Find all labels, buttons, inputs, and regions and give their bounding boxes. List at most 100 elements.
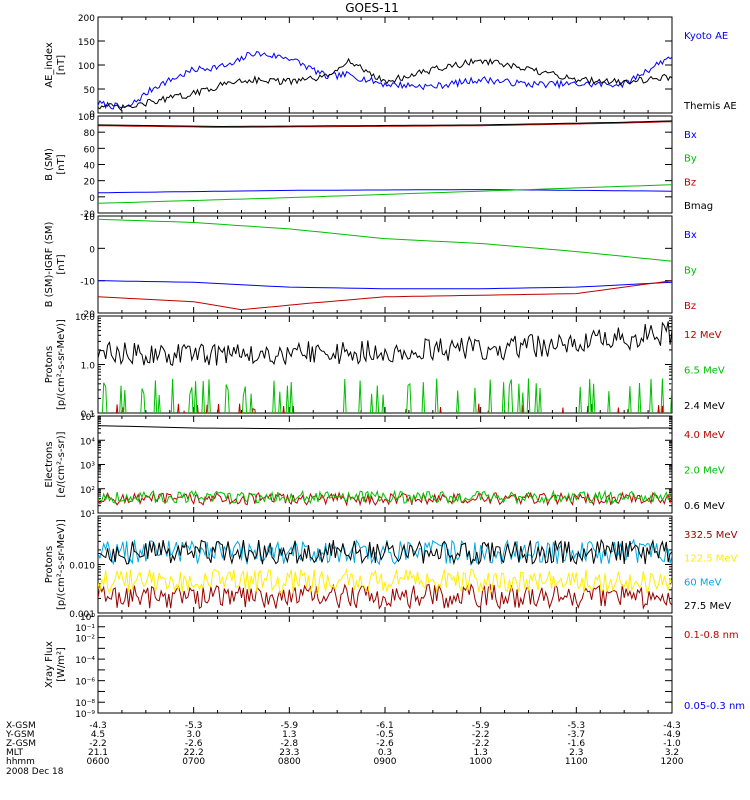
series-group (98, 120, 672, 204)
legend-bsm-1: By (684, 154, 697, 165)
y-axis-title: Xray Flux (44, 641, 55, 688)
y-tick-label: 0 (89, 194, 95, 204)
x-tick-value: 1000 (469, 757, 492, 767)
x-tick-value: -4.9 (663, 730, 681, 740)
y-axis-title: [p/(cm²-s-sr-MeV)] (56, 319, 67, 410)
panel-frame (97, 115, 673, 214)
x-tick-value: 0800 (278, 757, 301, 767)
y-tick-label: 10² (80, 486, 95, 496)
series-line-ae-1 (98, 57, 672, 112)
legend-electrons-1: 2.0 MeV (684, 466, 725, 477)
x-tick-value: -2.2 (472, 730, 490, 740)
x-tick-value: 3.2 (665, 748, 679, 758)
x-tick-value: -2.6 (185, 739, 203, 749)
x-tick-value: 0.3 (378, 748, 392, 758)
panel-frame (97, 615, 673, 714)
legend-xray-0: 0.1-0.8 nm (684, 630, 739, 641)
date-label: 2008 Dec 18 (6, 767, 64, 777)
series-group (98, 538, 672, 610)
x-tick-value: 2.3 (569, 748, 583, 758)
legend-ae-1: Themis AE (683, 101, 737, 112)
series-line-bsm-1 (98, 184, 672, 204)
y-tick-label: -10 (80, 278, 95, 288)
y-tick-label: 150 (78, 38, 95, 48)
y-tick-label: 10⁴ (80, 437, 95, 447)
series-group (98, 50, 672, 112)
legend-xray-1: 0.05-0.3 nm (684, 701, 745, 712)
legend-bdiff-0: Bx (684, 230, 697, 241)
legend-protons2-3: 27.5 MeV (684, 601, 731, 612)
series-line-electrons-2 (98, 425, 672, 430)
series-line-electrons-0 (98, 491, 672, 507)
x-tick-value: 21.1 (88, 748, 108, 758)
y-axis-title: B (SM) (44, 148, 55, 181)
y-axis-title: [nT] (56, 154, 67, 174)
y-tick-label: 10⁻¹ (75, 624, 95, 634)
legend-electrons-2: 0.6 MeV (684, 501, 725, 512)
y-axis-title: AE_index (44, 42, 55, 88)
y-axis-title: [p/(cm²-s-sr-MeV)] (56, 519, 67, 610)
y-tick-label: 0.010 (69, 562, 95, 572)
panel-frame (97, 215, 673, 314)
series-line-electrons-1 (98, 489, 672, 505)
x-row-label: hhmm (6, 757, 35, 767)
y-tick-label: 10.0 (75, 313, 95, 323)
x-tick-value: -6.1 (376, 721, 394, 731)
y-tick-label: 10⁻⁶ (75, 678, 95, 688)
y-tick-label: 60 (84, 145, 96, 155)
legend-bsm-3: Bmag (684, 201, 713, 212)
y-tick-label: 0 (89, 110, 95, 120)
x-tick-value: 1100 (565, 757, 588, 767)
series-line-protons2-2 (98, 538, 672, 566)
series-line-bsm-0 (98, 189, 672, 194)
x-tick-value: -5.3 (185, 721, 203, 731)
y-tick-label: 200 (78, 14, 95, 24)
x-tick-value: 4.5 (91, 730, 105, 740)
y-axis-title: Electrons (44, 441, 55, 487)
series-line-protons2-0 (98, 583, 672, 610)
y-tick-label: -20 (80, 210, 95, 220)
series-group (98, 321, 672, 413)
legend-bdiff-1: By (684, 266, 697, 277)
panel-protons2: 0.001 0.010 Protons [p/(cm²-s-sr-MeV)] 332.5… (44, 515, 738, 620)
x-row-label: MLT (6, 748, 24, 758)
y-tick-label: 100 (78, 62, 95, 72)
x-tick-value: -4.3 (89, 721, 107, 731)
legend-protons2-1: 122.5 MeV (684, 554, 738, 565)
series-line-bsm-2 (98, 121, 672, 128)
legend-electrons-0: 4.0 MeV (684, 430, 725, 441)
legend-protons2-0: 332.5 MeV (684, 530, 738, 541)
y-axis-title: [nT] (56, 254, 67, 274)
y-tick-label: 10⁵ (80, 413, 95, 423)
x-tick-value: 3.0 (187, 730, 202, 740)
x-tick-value: -4.3 (663, 721, 681, 731)
series-group (98, 425, 672, 507)
legend-protons1-1: 6.5 MeV (684, 366, 725, 377)
x-row-label: Y-GSM (5, 730, 34, 740)
y-tick-label: 100 (78, 113, 95, 123)
series-line-bdiff-2 (98, 280, 672, 311)
x-tick-value: -1.0 (663, 739, 681, 749)
x-tick-value: -3.7 (568, 730, 586, 740)
y-tick-label: 10¹ (80, 510, 95, 520)
panel-electrons: 10¹ 10² 10³ 10⁴ 10⁵ Electrons [e/(cm²-s-sr)] 4.… (44, 413, 725, 520)
x-tick-value: 1.3 (282, 730, 296, 740)
panel-ae: 0 50 100 150 200 AE_index [nT] Kyoto AE Themis A… (44, 14, 737, 120)
x-tick-value: -2.6 (376, 739, 394, 749)
legend-protons1-0: 12 MeV (684, 330, 722, 341)
series-line-protons1-2 (98, 321, 672, 366)
y-axis-title: Protons (44, 546, 55, 583)
y-tick-label: 50 (84, 86, 96, 96)
x-tick-value: -0.5 (376, 730, 394, 740)
series-group (98, 218, 672, 311)
series-line-ae-0 (98, 50, 672, 110)
legend-protons1-2: 2.4 MeV (684, 401, 725, 412)
x-row-label: Z-GSM (6, 739, 36, 749)
y-tick-label: -20 (80, 310, 95, 320)
series-line-protons2-1 (98, 567, 672, 595)
y-tick-label: 10⁻⁹ (75, 710, 95, 720)
x-tick-value: 1.3 (474, 748, 488, 758)
y-tick-label: 0.1 (81, 410, 95, 420)
y-tick-label: 40 (84, 162, 96, 172)
